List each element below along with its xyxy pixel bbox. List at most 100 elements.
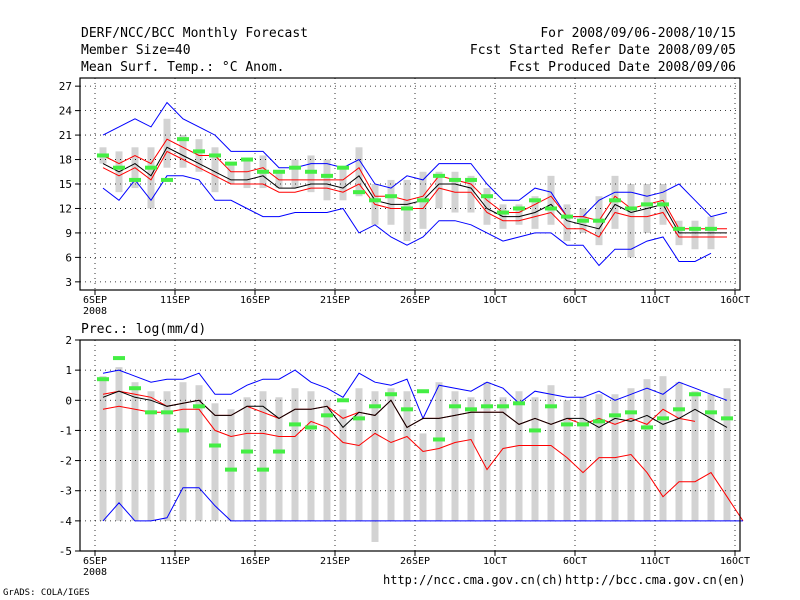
x-tick-year-label: 2008	[83, 306, 107, 317]
forecast-marker	[241, 157, 253, 162]
forecast-marker	[641, 425, 653, 430]
spread-bar	[547, 175, 555, 225]
spread-bar	[563, 204, 571, 242]
x-tick-label: 6SEP	[83, 556, 107, 567]
forecast-marker	[161, 410, 173, 415]
spread-bar	[259, 391, 267, 521]
spread-bar	[483, 382, 491, 521]
forecast-marker	[177, 428, 189, 433]
spread-bar	[163, 391, 171, 521]
spread-bar	[403, 391, 411, 521]
forecast-marker	[625, 206, 637, 211]
forecast-marker	[113, 165, 125, 170]
y-tick-label: 3	[65, 276, 72, 289]
forecast-marker	[577, 218, 589, 223]
spread-bar	[195, 385, 203, 521]
spread-bar	[419, 433, 427, 521]
x-tick-label: 26SEP	[400, 556, 430, 567]
forecast-marker	[305, 425, 317, 430]
forecast-marker	[481, 404, 493, 409]
spread-bar	[531, 397, 539, 521]
forecast-marker	[369, 404, 381, 409]
spread-bar	[691, 220, 699, 250]
forecast-marker	[481, 194, 493, 199]
forecast-marker	[113, 356, 125, 361]
forecast-marker	[529, 198, 541, 203]
precip-panel-title: Prec.: log(mm/d)	[81, 322, 207, 337]
spread-bar	[499, 397, 507, 521]
forecast-marker	[145, 410, 157, 415]
spread-bar	[211, 147, 219, 193]
y-tick-label: -5	[59, 545, 72, 558]
forecast-marker	[609, 198, 621, 203]
forecast-marker	[449, 177, 461, 182]
x-tick-label: 11OCT	[640, 295, 670, 306]
spread-bar	[323, 400, 331, 521]
forecast-marker	[417, 198, 429, 203]
chart-title: DERF/NCC/BCC Monthly Forecast	[81, 26, 308, 41]
forecast-marker	[353, 190, 365, 195]
bcc-url[interactable]: http://bcc.cma.gov.cn(en)	[565, 573, 746, 587]
spread-bar	[227, 409, 235, 521]
forecast-marker	[193, 404, 205, 409]
series-line-lower	[102, 405, 744, 522]
forecast-marker	[465, 177, 477, 182]
spread-bar	[387, 388, 395, 521]
spread-bar	[307, 155, 315, 193]
x-tick-label: 11SEP	[160, 295, 190, 306]
spread-bar	[115, 367, 123, 521]
forecast-marker	[241, 449, 253, 454]
forecast-marker	[705, 226, 717, 231]
forecast-marker	[465, 407, 477, 412]
x-tick-label: 26SEP	[400, 295, 430, 306]
forecast-marker	[321, 413, 333, 418]
forecast-marker	[289, 165, 301, 170]
series-line-min	[102, 175, 712, 267]
forecast-marker	[721, 416, 733, 421]
forecast-marker	[385, 392, 397, 397]
spread-bar	[435, 171, 443, 209]
x-tick-label: 6SEP	[83, 295, 107, 306]
forecast-marker	[561, 214, 573, 219]
series-line-max	[102, 101, 728, 218]
refer-date: Fcst Started Refer Date 2008/09/05	[469, 43, 736, 58]
forecast-marker	[289, 422, 301, 427]
y-tick-label: -4	[59, 515, 73, 528]
y-tick-label: 24	[59, 105, 73, 118]
forecast-marker	[161, 177, 173, 182]
x-tick-label: 16OCT	[720, 295, 750, 306]
y-tick-label: 21	[59, 129, 72, 142]
spread-bar	[355, 388, 363, 521]
y-tick-label: -3	[59, 485, 72, 498]
spread-bar	[291, 388, 299, 521]
forecast-marker	[593, 419, 605, 424]
spread-bar	[163, 118, 171, 168]
forecast-marker	[433, 437, 445, 442]
variable-label: Mean Surf. Temp.: °C Anom.	[81, 60, 285, 75]
spread-bar	[451, 391, 459, 521]
x-tick-label: 16SEP	[240, 556, 270, 567]
spread-bar	[547, 385, 555, 521]
spread-bar	[179, 382, 187, 521]
spread-bar	[467, 397, 475, 521]
spread-bar	[131, 382, 139, 521]
x-tick-label: 1OCT	[483, 556, 507, 567]
spread-bar	[243, 397, 251, 521]
spread-bar	[339, 409, 347, 521]
ncc-url[interactable]: http://ncc.cma.gov.cn(ch)	[383, 573, 564, 587]
forecast-marker	[577, 422, 589, 427]
spread-bar	[691, 391, 699, 521]
spread-bar	[307, 391, 315, 521]
forecast-marker	[321, 173, 333, 178]
spread-bar	[563, 400, 571, 521]
forecast-marker	[145, 165, 157, 170]
y-tick-label: 9	[65, 227, 72, 240]
spread-bar	[435, 382, 443, 521]
forecast-marker	[657, 202, 669, 207]
forecast-marker	[513, 206, 525, 211]
spread-bar	[707, 394, 715, 521]
series-line-lower	[102, 150, 727, 238]
y-tick-label: 6	[65, 251, 72, 264]
